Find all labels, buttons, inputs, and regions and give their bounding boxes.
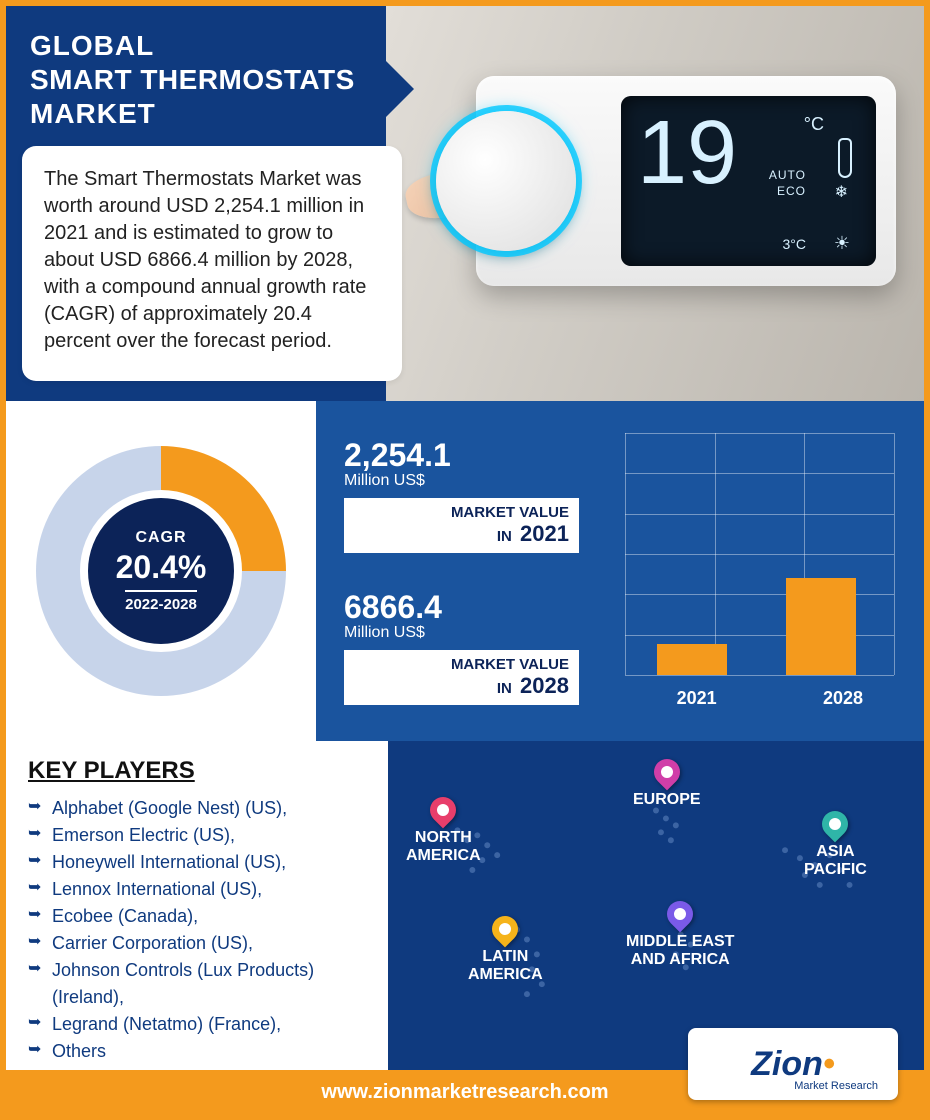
key-player-item: Carrier Corporation (US), bbox=[28, 930, 374, 957]
title-line-1: GLOBAL bbox=[30, 30, 362, 62]
thermostat-device: 19 C AUTO ECO 3°C ❄ ☀ bbox=[476, 76, 896, 286]
title-line-3: MARKET bbox=[30, 98, 362, 130]
market-value-2021: 2,254.1 Million US$ MARKET VALUEIN 2021 bbox=[344, 437, 599, 553]
screen-temperature: 19 bbox=[637, 108, 737, 198]
map-pin-icon bbox=[817, 806, 854, 843]
region-label: MIDDLE EASTAND AFRICA bbox=[626, 901, 734, 970]
bar-label-2021: 2021 bbox=[662, 688, 732, 709]
thermometer-icon bbox=[838, 138, 852, 178]
cagr-value: 20.4% bbox=[116, 549, 207, 586]
bar-chart: 2021 2028 bbox=[599, 419, 904, 723]
region-label: LATINAMERICA bbox=[468, 916, 543, 985]
value-2028: 6866.4 bbox=[344, 589, 599, 626]
key-player-item: Alphabet (Google Nest) (US), bbox=[28, 795, 374, 822]
key-players-list: Alphabet (Google Nest) (US),Emerson Elec… bbox=[28, 795, 374, 1065]
key-player-item: Legrand (Netatmo) (France), bbox=[28, 1011, 374, 1038]
title-panel: GLOBAL SMART THERMOSTATS MARKET The Smar… bbox=[6, 6, 386, 401]
description-text: The Smart Thermostats Market was worth a… bbox=[44, 166, 380, 355]
screen-auto-label: AUTO bbox=[769, 168, 806, 182]
snowflake-icon: ❄ bbox=[835, 182, 848, 202]
unit-2028: Million US$ bbox=[344, 624, 599, 642]
description-card: The Smart Thermostats Market was worth a… bbox=[22, 146, 402, 381]
map-pin-icon bbox=[648, 754, 685, 791]
title-arrow-icon bbox=[386, 61, 414, 117]
screen-unit: C bbox=[804, 114, 824, 135]
cagr-period: 2022-2028 bbox=[125, 590, 197, 613]
row-bottom: KEY PLAYERS Alphabet (Google Nest) (US),… bbox=[6, 741, 924, 1076]
key-player-item: Honeywell International (US), bbox=[28, 849, 374, 876]
key-player-item: Lennox International (US), bbox=[28, 876, 374, 903]
region-label: EUROPE bbox=[633, 759, 701, 809]
row-header: GLOBAL SMART THERMOSTATS MARKET The Smar… bbox=[6, 6, 924, 401]
footer-url: www.zionmarketresearch.com bbox=[321, 1081, 608, 1104]
map-pin-icon bbox=[425, 792, 462, 829]
logo-subtext: Market Research bbox=[794, 1080, 878, 1092]
thermostat-dial bbox=[436, 111, 576, 251]
cagr-panel: CAGR 20.4% 2022-2028 bbox=[6, 401, 316, 741]
sun-icon: ☀ bbox=[834, 233, 850, 254]
infographic-frame: GLOBAL SMART THERMOSTATS MARKET The Smar… bbox=[0, 0, 930, 1120]
key-player-item: Others bbox=[28, 1038, 374, 1065]
key-player-item: Johnson Controls (Lux Products) (Ireland… bbox=[28, 957, 374, 1011]
market-value-panel: 2,254.1 Million US$ MARKET VALUEIN 2021 … bbox=[316, 401, 924, 741]
row-stats: CAGR 20.4% 2022-2028 2,254.1 Million US$… bbox=[6, 401, 924, 741]
bar-label-2028: 2028 bbox=[808, 688, 878, 709]
map-pin-icon bbox=[487, 911, 524, 948]
cagr-label: CAGR bbox=[135, 529, 186, 547]
unit-2021: Million US$ bbox=[344, 472, 599, 490]
region-label: ASIAPACIFIC bbox=[804, 811, 867, 880]
screen-eco-label: ECO bbox=[777, 184, 806, 198]
region-label: NORTHAMERICA bbox=[406, 797, 481, 866]
regions-map: NORTHAMERICA LATINAMERICA EUROPE MIDDLE EAS… bbox=[388, 741, 924, 1076]
thermostat-screen: 19 C AUTO ECO 3°C ❄ ☀ bbox=[621, 96, 876, 266]
brand-logo: Zion• Market Research bbox=[688, 1028, 898, 1100]
title-line-2: SMART THERMOSTATS bbox=[30, 64, 362, 96]
value-2021: 2,254.1 bbox=[344, 437, 599, 474]
key-player-item: Ecobee (Canada), bbox=[28, 903, 374, 930]
key-players-panel: KEY PLAYERS Alphabet (Google Nest) (US),… bbox=[6, 741, 388, 1076]
market-value-2028: 6866.4 Million US$ MARKET VALUEIN 2028 bbox=[344, 589, 599, 705]
key-player-item: Emerson Electric (US), bbox=[28, 822, 374, 849]
map-pin-icon bbox=[662, 896, 699, 933]
hero-image: 19 C AUTO ECO 3°C ❄ ☀ bbox=[386, 6, 924, 401]
screen-sub-temp: 3°C bbox=[783, 236, 807, 252]
cagr-donut-chart: CAGR 20.4% 2022-2028 bbox=[36, 446, 286, 696]
key-players-title: KEY PLAYERS bbox=[28, 757, 374, 785]
